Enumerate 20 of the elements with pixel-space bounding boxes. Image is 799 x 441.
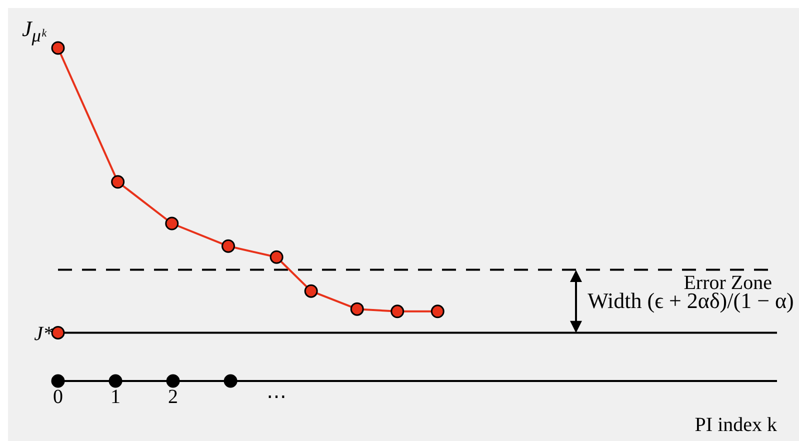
point [165, 216, 179, 230]
point [51, 41, 65, 55]
y-axis-title: J$_{μᵏ}$ [22, 16, 46, 46]
point [108, 374, 122, 388]
x-tick-label: 2 [168, 386, 178, 408]
point [270, 250, 284, 264]
ref-line-label: J* [34, 322, 53, 345]
x-tick-label: 1 [110, 386, 121, 408]
point [224, 374, 238, 388]
x-axis-title: PI index k [694, 414, 777, 436]
point [222, 239, 236, 253]
point [111, 175, 125, 189]
point [350, 302, 364, 316]
x-tick-label: 0 [53, 386, 63, 408]
point [166, 374, 180, 388]
x-tick-label: ⋯ [266, 386, 287, 408]
point [304, 284, 318, 298]
point [390, 304, 404, 318]
point [430, 304, 444, 318]
point [51, 374, 65, 388]
